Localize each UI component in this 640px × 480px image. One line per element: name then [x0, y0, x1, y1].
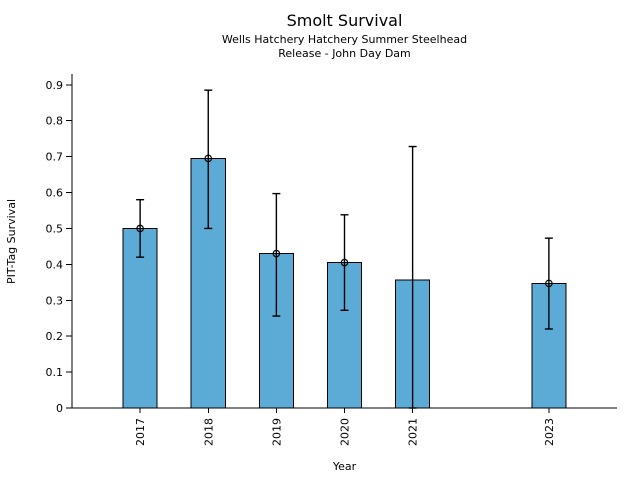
x-tick-label-2019: 2019 — [270, 418, 283, 446]
y-tick-label-0.5: 0.5 — [46, 222, 64, 235]
x-tick-label-2018: 2018 — [202, 418, 215, 446]
y-tick-label-0.4: 0.4 — [46, 258, 64, 271]
x-tick-label-2021: 2021 — [407, 418, 420, 446]
y-tick-label-0.6: 0.6 — [46, 187, 64, 200]
y-tick-label-0.3: 0.3 — [46, 294, 64, 307]
x-tick-label-2020: 2020 — [339, 418, 352, 446]
y-tick-label-0.7: 0.7 — [46, 151, 64, 164]
marker-2020 — [340, 258, 349, 267]
marker-2023 — [545, 279, 553, 288]
marker-2019 — [272, 249, 281, 258]
chart-title: Smolt Survival — [286, 11, 403, 30]
y-tick-label-0: 0 — [56, 402, 63, 415]
chart-subtitle-line1: Wells Hatchery Hatchery Summer Steelhead — [221, 33, 468, 46]
marker-2017 — [136, 224, 144, 233]
chart-subtitle-line2: Release - John Day Dam — [278, 47, 411, 60]
marker-2018 — [204, 154, 213, 163]
x-tick-label-2017: 2017 — [134, 418, 147, 446]
y-tick-label-0.1: 0.1 — [46, 366, 64, 379]
x-axis-label: Year — [332, 460, 357, 473]
bar-2017 — [122, 227, 158, 409]
y-tick-label-0.9: 0.9 — [46, 79, 64, 92]
x-tick-label-2023: 2023 — [543, 418, 556, 446]
y-tick-label-0.2: 0.2 — [46, 330, 64, 343]
y-tick-label-0.8: 0.8 — [46, 115, 64, 128]
